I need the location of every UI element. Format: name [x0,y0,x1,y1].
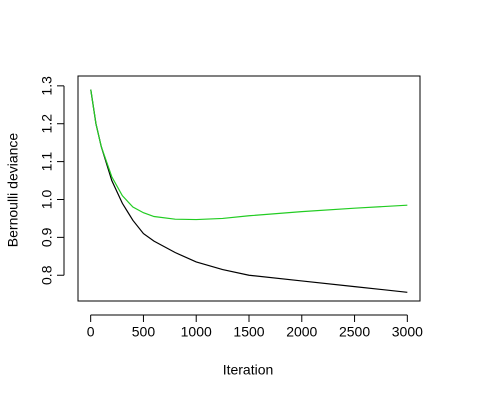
plot-box [77,75,421,302]
x-tick-label: 3000 [392,324,423,340]
x-tick-label: 1500 [233,324,264,340]
x-tick-label: 2500 [339,324,370,340]
series-line [90,89,408,221]
y-tick-label: 1.0 [39,190,55,210]
y-axis-label: Bernoulli deviance [5,133,21,248]
x-tick-label: 0 [87,324,95,340]
x-tick-label: 1000 [181,324,212,340]
x-tick-label: 2000 [286,324,317,340]
series-line [90,89,408,293]
y-tick-label: 0.8 [39,265,55,285]
x-axis-label: Iteration [223,362,274,378]
x-tick-label: 500 [132,324,156,340]
y-tick-label: 1.3 [39,76,55,96]
y-tick-label: 1.2 [39,114,55,134]
y-tick-label: 0.9 [39,227,55,247]
y-tick-label: 1.1 [39,152,55,172]
